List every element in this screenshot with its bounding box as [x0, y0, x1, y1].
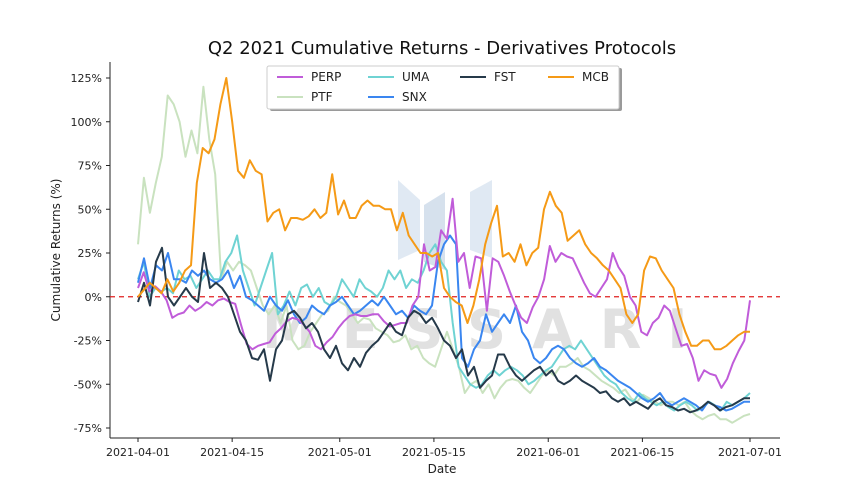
- messari-logo-mark-right: [470, 180, 492, 258]
- x-axis-ticks: 2021-04-01 2021-04-15 2021-05-01 2021-05-15…: [106, 438, 782, 459]
- legend-label-mcb: MCB: [582, 70, 609, 84]
- y-axis-ticks: 125% 100% 75% 50% 25% 0% -25% -50% -75%: [71, 72, 110, 435]
- series-line-uma: [137, 234, 751, 412]
- series-line-perp: [137, 197, 751, 389]
- series-line-mcb: [137, 77, 750, 351]
- legend: PERP PTF UMA SNX FST MCB: [266, 65, 622, 111]
- y-tick-label: 100%: [71, 116, 102, 129]
- messari-logo-mark: [398, 180, 420, 260]
- x-tick-label: 2021-06-01: [516, 446, 580, 459]
- y-axis-title: Cumulative Returns (%): [49, 179, 63, 322]
- legend-label-fst: FST: [494, 70, 516, 84]
- messari-logo-mark-mid: [424, 192, 445, 270]
- y-tick-label: 25%: [78, 247, 102, 260]
- legend-label-uma: UMA: [402, 70, 430, 84]
- legend-label-snx: SNX: [402, 90, 427, 104]
- legend-label-ptf: PTF: [311, 90, 333, 104]
- y-tick-label: 0%: [85, 291, 102, 304]
- series-line-snx: [137, 234, 750, 412]
- y-tick-label: -25%: [74, 335, 102, 348]
- y-tick-label: 125%: [71, 72, 102, 85]
- series-lines: [137, 77, 751, 424]
- x-tick-label: 2021-04-15: [200, 446, 264, 459]
- y-tick-label: -50%: [74, 378, 102, 391]
- chart-title: Q2 2021 Cumulative Returns - Derivatives…: [208, 38, 676, 59]
- legend-box: [266, 65, 620, 110]
- x-tick-label: 2021-06-15: [610, 446, 674, 459]
- x-tick-label: 2021-04-01: [106, 446, 170, 459]
- x-tick-label: 2021-05-15: [402, 446, 466, 459]
- y-tick-label: 75%: [78, 160, 102, 173]
- x-tick-label: 2021-07-01: [718, 446, 782, 459]
- y-tick-label: 50%: [78, 203, 102, 216]
- x-tick-label: 2021-05-01: [308, 446, 372, 459]
- legend-label-perp: PERP: [311, 70, 341, 84]
- y-tick-label: -75%: [74, 422, 102, 435]
- x-axis-title: Date: [428, 462, 457, 476]
- series-line-fst: [137, 246, 750, 414]
